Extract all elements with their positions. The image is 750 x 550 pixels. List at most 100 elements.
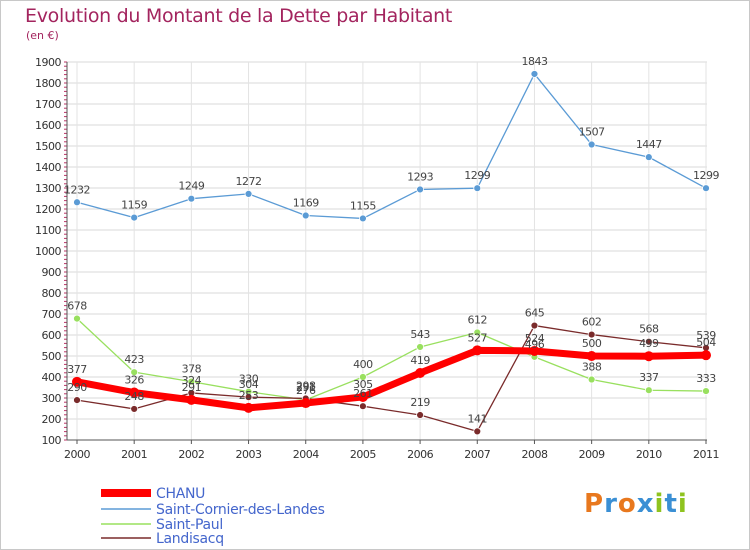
data-label: 333 [696,372,716,385]
y-tick-label: 500 [42,350,62,363]
data-point [73,198,81,207]
data-label: 298 [296,379,316,392]
data-label: 527 [468,331,488,344]
data-point [300,398,311,409]
data-label: 261 [353,387,373,400]
data-label: 388 [582,361,602,374]
y-tick-label: 1600 [35,119,61,132]
data-point [643,351,654,362]
data-point [243,402,254,413]
logo-letter: r [604,489,618,519]
data-label: 500 [582,337,602,350]
data-point [130,213,139,222]
x-tick-label: 2008 [521,448,547,461]
x-tick-label: 2010 [636,448,662,461]
data-point [359,214,367,223]
data-point [416,185,424,194]
logo-letter: x [636,489,655,519]
legend-label: CHANU [156,486,205,502]
y-tick-label: 1100 [35,224,61,237]
data-point [416,411,424,419]
data-label: 330 [239,373,259,386]
data-label: 1299 [464,169,490,182]
data-point [530,70,539,78]
data-point [587,140,596,149]
data-point [186,394,197,405]
y-tick-label: 600 [42,329,62,342]
x-tick-label: 2006 [407,448,433,461]
x-tick-label: 2001 [121,448,147,461]
data-label: 678 [67,300,87,313]
data-point [472,345,483,356]
data-point [701,350,711,361]
data-label: 276 [296,384,316,397]
data-label: 1293 [407,170,433,183]
legend-label: Landisacq [156,531,224,547]
data-label: 612 [468,313,488,326]
data-point [359,402,367,411]
series-line-1 [76,73,707,220]
data-label: 305 [353,378,373,391]
data-label: 1843 [521,55,547,68]
data-point [73,396,81,405]
x-tick-label: 2002 [178,448,204,461]
data-point [644,386,653,395]
data-label: 291 [296,381,316,394]
y-tick-label: 300 [42,392,62,405]
x-tick-label: 2007 [464,448,490,461]
logo-letter: t [664,489,678,519]
data-point [529,345,540,356]
data-point [644,153,653,162]
y-tick-label: 1500 [35,140,61,153]
data-point [644,337,653,346]
legend-label: Saint-Paul [156,517,223,533]
data-point [359,373,367,381]
data-point [473,427,482,436]
y-tick-label: 1400 [35,161,61,174]
data-label: 253 [239,389,259,402]
logo-letter: o [617,489,637,519]
y-tick-label: 400 [42,371,62,384]
data-label: 1272 [236,175,262,188]
y-tick-label: 1800 [35,77,61,90]
x-tick-label: 2000 [64,448,90,461]
data-point [530,321,539,330]
data-point [187,194,196,203]
logo-letter: P [584,489,605,519]
data-point [473,328,482,337]
data-point [587,375,596,384]
data-label: 524 [525,332,545,345]
data-label: 423 [124,353,144,366]
y-tick-label: 200 [42,413,62,426]
data-label: 1299 [693,169,719,182]
y-tick-label: 900 [42,266,62,279]
data-label: 291 [182,381,202,394]
data-label: 1249 [178,180,204,193]
data-label: 645 [525,307,545,320]
data-label: 219 [410,396,430,409]
data-label: 1507 [579,126,605,139]
y-tick-label: 800 [42,287,62,300]
chart-title: Evolution du Montant de la Dette par Hab… [25,5,453,27]
series-line-2 [76,317,707,401]
data-point [130,405,139,413]
data-point [130,368,139,377]
data-label: 499 [639,337,659,350]
data-label: 304 [239,378,259,391]
data-point [587,330,596,339]
y-tick-label: 1000 [35,245,61,258]
data-point [72,376,82,387]
data-point [586,351,597,361]
logo-letter: i [654,489,665,519]
data-label: 543 [410,328,430,341]
data-label: 400 [353,358,373,371]
data-label: 1447 [636,138,662,151]
data-point [357,391,368,402]
data-label: 248 [124,390,144,403]
data-point [415,368,426,379]
y-tick-label: 1300 [35,182,61,195]
data-label: 337 [639,371,659,384]
data-label: 378 [182,363,202,376]
